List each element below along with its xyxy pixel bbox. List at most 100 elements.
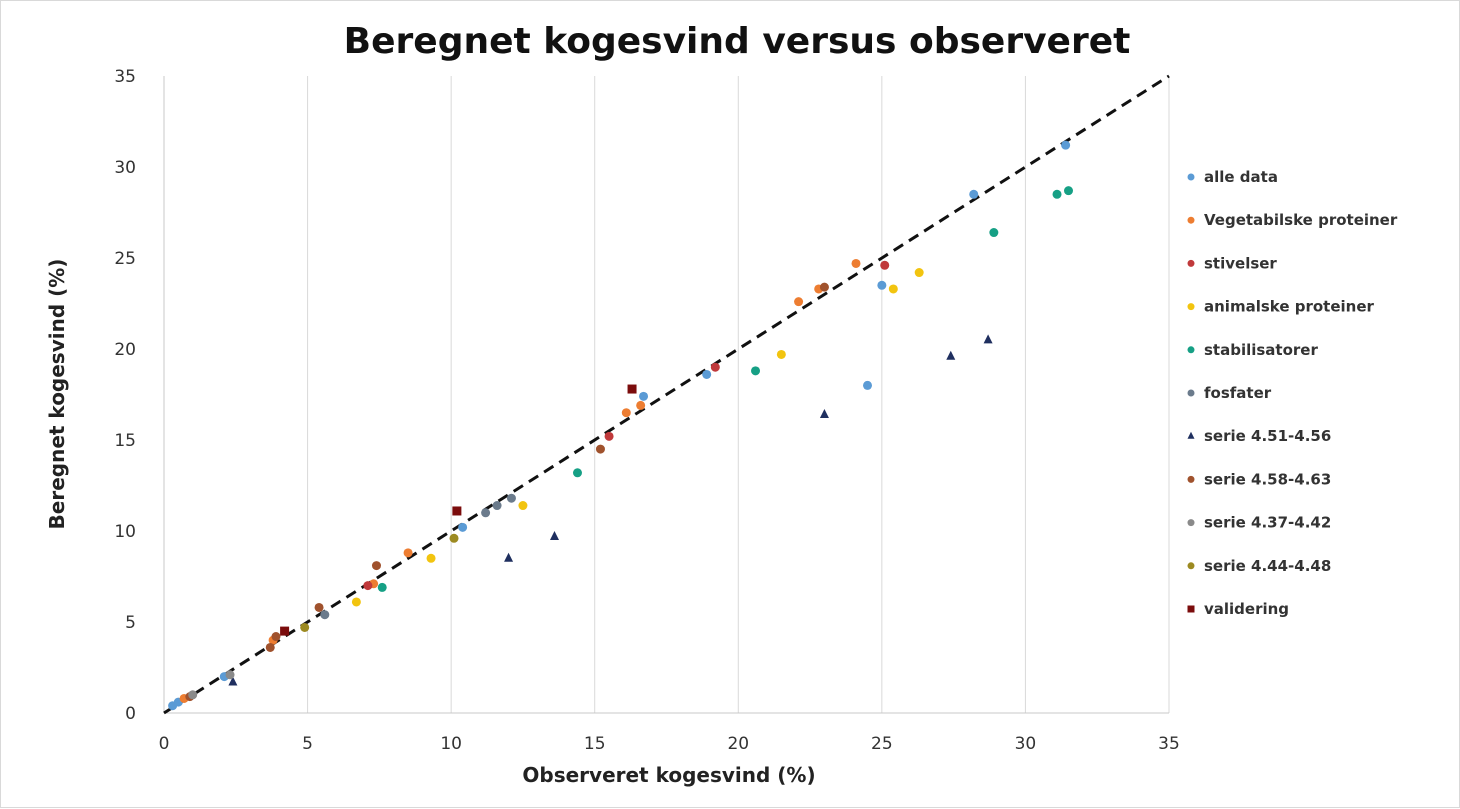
y-tick-label: 35 <box>114 67 136 87</box>
data-point <box>914 268 924 278</box>
data-point <box>604 431 614 441</box>
legend-marker <box>1187 431 1195 439</box>
data-point <box>819 409 829 419</box>
data-point <box>314 602 324 612</box>
x-tick-label: 5 <box>302 734 313 754</box>
data-point <box>188 690 198 700</box>
data-point <box>639 391 649 401</box>
data-point <box>627 384 637 394</box>
legend-marker <box>1187 389 1195 397</box>
reference-line <box>163 74 1170 715</box>
y-tick-label: 30 <box>114 158 136 178</box>
data-point <box>794 297 804 307</box>
data-point <box>969 189 979 199</box>
legend: alle data Vegetabilske proteiner stivelser… <box>1187 168 1398 618</box>
legend-marker <box>1187 173 1195 181</box>
reference-line-layer <box>163 74 1170 715</box>
data-point <box>888 284 898 294</box>
data-point <box>710 362 720 372</box>
data-point <box>504 552 514 562</box>
legend-marker <box>1187 519 1195 527</box>
data-point <box>550 530 560 540</box>
data-point <box>363 581 373 591</box>
data-point <box>636 400 646 410</box>
data-point <box>351 597 361 607</box>
x-tick-label: 15 <box>584 734 606 754</box>
legend-entry: Vegetabilske proteiner <box>1204 211 1398 229</box>
x-tick-label: 30 <box>1015 734 1037 754</box>
data-point <box>449 533 459 543</box>
data-point <box>271 632 281 642</box>
x-tick-label: 0 <box>159 734 170 754</box>
data-point <box>1052 189 1062 199</box>
data-point <box>1064 186 1073 196</box>
data-point <box>265 642 275 652</box>
x-axis-label: Observeret kogesvind (%) <box>522 763 815 787</box>
x-tick-label: 10 <box>440 734 462 754</box>
data-point <box>1061 140 1071 150</box>
data-point <box>751 366 761 376</box>
data-point <box>572 468 582 478</box>
legend-marker <box>1187 216 1195 224</box>
data-points <box>168 140 1073 711</box>
data-point <box>506 493 516 503</box>
legend-marker <box>1187 259 1195 267</box>
x-tick-label: 25 <box>871 734 893 754</box>
y-tick-label: 20 <box>114 340 136 360</box>
data-point <box>595 444 605 454</box>
data-point <box>481 508 491 518</box>
data-point <box>518 501 528 511</box>
data-point <box>621 408 631 418</box>
data-point <box>377 582 387 592</box>
x-tick-label: 20 <box>727 734 749 754</box>
legend-entry: serie 4.51-4.56 <box>1204 427 1331 445</box>
legend-entry: validering <box>1204 600 1289 618</box>
data-point <box>403 548 413 558</box>
legend-entry: animalske proteiner <box>1204 298 1375 316</box>
y-tick-label: 5 <box>125 613 136 633</box>
legend-entry: alle data <box>1204 168 1278 186</box>
y-axis-label: Beregnet kogesvind (%) <box>45 259 69 530</box>
y-tick-label: 25 <box>114 249 136 269</box>
legend-marker <box>1187 303 1195 311</box>
legend-entry: serie 4.44-4.48 <box>1204 557 1331 575</box>
legend-marker <box>1187 475 1195 483</box>
legend-marker <box>1187 562 1195 570</box>
tick-labels: 0 5 10 15 20 25 30 35 0 5 10 15 20 25 30 35 <box>114 67 1179 754</box>
data-point <box>851 258 861 268</box>
data-point <box>983 334 993 344</box>
data-point <box>228 676 238 686</box>
data-point <box>225 670 235 680</box>
data-point <box>371 561 381 571</box>
data-point <box>458 522 468 532</box>
data-point <box>320 610 330 620</box>
legend-entry: stivelser <box>1204 254 1277 272</box>
data-point <box>877 280 887 290</box>
data-point <box>880 260 890 270</box>
y-tick-label: 15 <box>114 431 136 451</box>
legend-entry: serie 4.37-4.42 <box>1204 514 1331 532</box>
data-point <box>280 626 290 636</box>
chart-title: Beregnet kogesvind versus observeret <box>344 21 1131 62</box>
data-point <box>702 369 712 379</box>
legend-marker <box>1187 605 1195 613</box>
legend-entry: fosfater <box>1204 384 1272 402</box>
gridlines <box>163 76 1170 714</box>
data-point <box>776 349 786 359</box>
data-point <box>863 380 872 390</box>
data-point <box>452 506 462 516</box>
data-point <box>492 501 502 511</box>
legend-marker <box>1187 346 1195 354</box>
y-tick-label: 0 <box>125 704 136 724</box>
x-tick-label: 35 <box>1158 734 1180 754</box>
legend-entry: stabilisatorer <box>1204 341 1318 359</box>
legend-entry: serie 4.58-4.63 <box>1204 470 1331 488</box>
data-point <box>426 553 436 563</box>
data-point <box>819 282 829 292</box>
data-point <box>946 350 956 360</box>
data-point <box>989 228 999 238</box>
y-tick-label: 10 <box>114 522 136 542</box>
data-point <box>300 622 310 632</box>
